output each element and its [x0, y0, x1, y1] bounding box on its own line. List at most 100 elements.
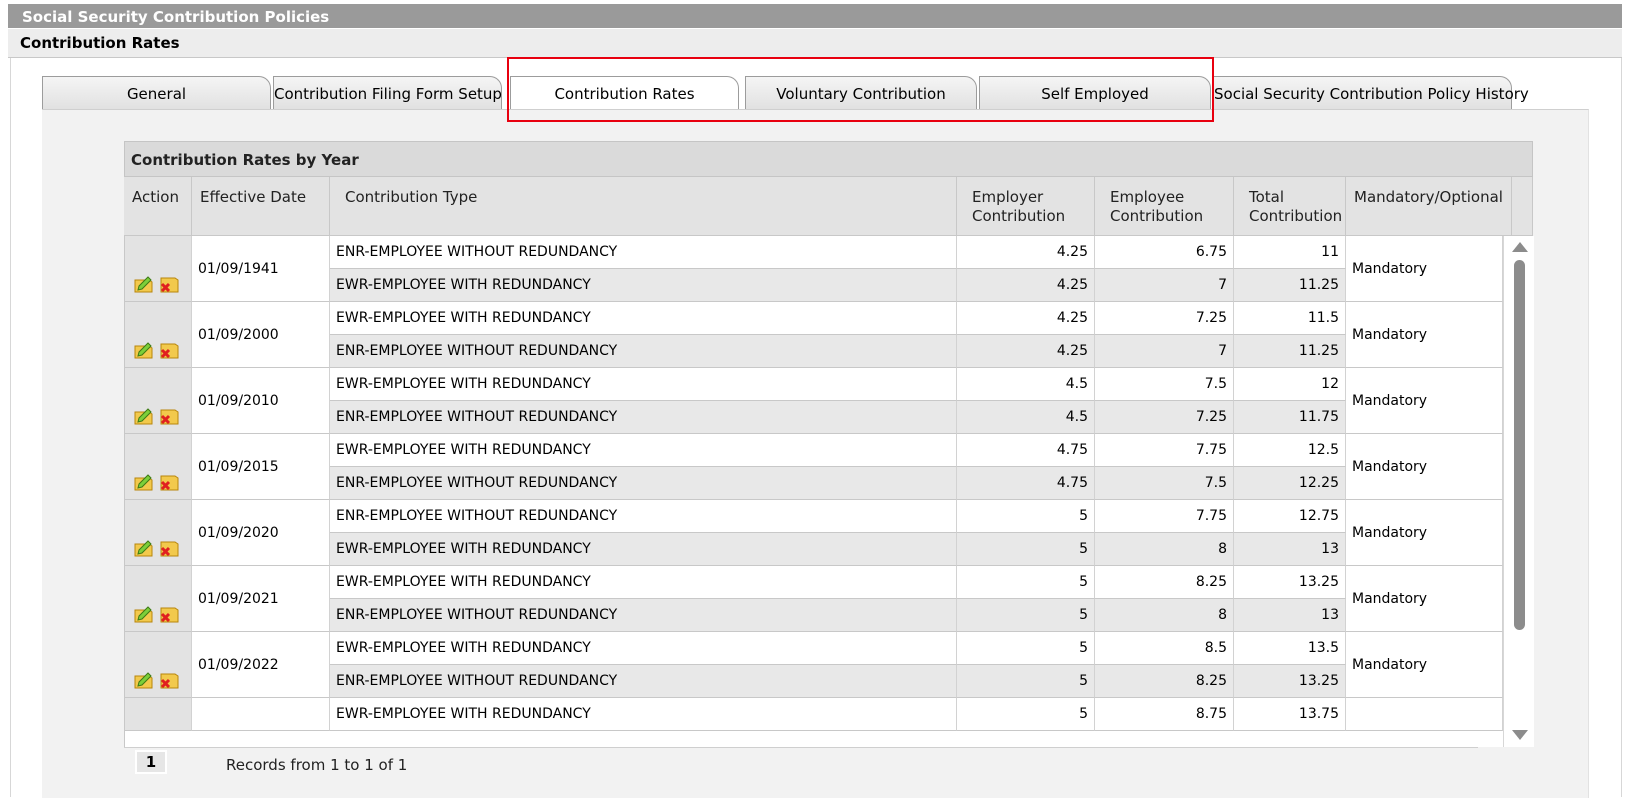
mandatory-cell: Mandatory [1346, 632, 1503, 698]
total-contribution-cell: 13 [1234, 599, 1346, 632]
contribution-type-cell: EWR-EMPLOYEE WITH REDUNDANCY [330, 698, 957, 731]
employee-contribution-cell: 8.5 [1095, 632, 1234, 665]
employee-contribution-cell: 7 [1095, 269, 1234, 302]
employer-contribution-cell: 4.25 [957, 269, 1095, 302]
delete-icon[interactable] [158, 389, 180, 425]
employer-contribution-cell: 5 [957, 665, 1095, 698]
mandatory-cell: Mandatory [1346, 434, 1503, 500]
delete-icon[interactable] [158, 455, 180, 491]
effective-date-cell: 01/09/2000 [192, 302, 330, 368]
employee-contribution-cell: 7.25 [1095, 401, 1234, 434]
employee-contribution-cell: 7.75 [1095, 434, 1234, 467]
employer-contribution-cell: 4.25 [957, 236, 1095, 269]
grid-body: 01/09/1941 Mandatory ENR-EMPLOYEE WITHOUT … [124, 236, 1534, 747]
delete-icon[interactable] [158, 257, 180, 293]
contribution-type-cell: EWR-EMPLOYEE WITH REDUNDANCY [330, 434, 957, 467]
page-button-current[interactable]: 1 [135, 750, 167, 774]
tab-voluntary-contribution[interactable]: Voluntary Contribution [745, 76, 977, 109]
employee-contribution-cell: 8.75 [1095, 698, 1234, 731]
contribution-rates-grid: Contribution Rates by Year Action Effect… [124, 141, 1534, 747]
contribution-type-cell: EWR-EMPLOYEE WITH REDUNDANCY [330, 302, 957, 335]
effective-date-cell: 01/09/2020 [192, 500, 330, 566]
total-contribution-cell: 13.25 [1234, 665, 1346, 698]
employer-contribution-cell: 5 [957, 632, 1095, 665]
effective-date-cell: 01/09/2021 [192, 566, 330, 632]
grid-title: Contribution Rates by Year [124, 141, 1533, 177]
tab-policy-history[interactable]: Social Security Contribution Policy Hist… [1213, 76, 1529, 109]
contribution-type-cell: EWR-EMPLOYEE WITH REDUNDANCY [330, 632, 957, 665]
mandatory-cell: Mandatory [1346, 566, 1503, 632]
edit-icon[interactable] [133, 323, 155, 359]
contribution-type-cell: ENR-EMPLOYEE WITHOUT REDUNDANCY [330, 599, 957, 632]
total-contribution-cell: 11.25 [1234, 335, 1346, 368]
total-contribution-cell: 12.5 [1234, 434, 1346, 467]
delete-icon[interactable] [158, 653, 180, 689]
column-header-mandatory-optional[interactable]: Mandatory/Optional [1346, 177, 1512, 236]
column-header-spacer [1512, 177, 1533, 236]
employer-contribution-cell: 4.5 [957, 401, 1095, 434]
mandatory-cell [1346, 698, 1503, 731]
contribution-type-cell: EWR-EMPLOYEE WITH REDUNDANCY [330, 533, 957, 566]
tab-self-employed[interactable]: Self Employed [979, 76, 1211, 109]
row-actions [125, 632, 192, 698]
scroll-up-icon[interactable] [1512, 242, 1528, 252]
employee-contribution-cell: 8 [1095, 599, 1234, 632]
tab-contribution-filing-form-setup[interactable]: Contribution Filing Form Setup [273, 76, 502, 109]
scroll-down-icon[interactable] [1512, 730, 1528, 740]
edit-icon[interactable] [133, 653, 155, 689]
edit-icon[interactable] [133, 455, 155, 491]
edit-icon[interactable] [133, 389, 155, 425]
contribution-type-cell: ENR-EMPLOYEE WITHOUT REDUNDANCY [330, 665, 957, 698]
total-contribution-cell: 11.5 [1234, 302, 1346, 335]
vertical-scrollbar[interactable] [1503, 236, 1534, 747]
total-contribution-cell: 11.25 [1234, 269, 1346, 302]
contribution-type-cell: EWR-EMPLOYEE WITH REDUNDANCY [330, 566, 957, 599]
delete-icon[interactable] [158, 587, 180, 623]
scrollbar-thumb[interactable] [1514, 260, 1525, 630]
employer-contribution-cell: 5 [957, 566, 1095, 599]
tab-contribution-rates[interactable]: Contribution Rates [510, 76, 739, 109]
mandatory-cell: Mandatory [1346, 302, 1503, 368]
total-contribution-cell: 13.75 [1234, 698, 1346, 731]
column-header-employer-contribution[interactable]: Employer Contribution [957, 177, 1095, 236]
column-header-total-contribution[interactable]: Total Contribution [1234, 177, 1346, 236]
contribution-type-cell: EWR-EMPLOYEE WITH REDUNDANCY [330, 269, 957, 302]
employer-contribution-cell: 4.75 [957, 434, 1095, 467]
employer-contribution-cell: 5 [957, 599, 1095, 632]
total-contribution-cell: 11 [1234, 236, 1346, 269]
column-header-action: Action [124, 177, 192, 236]
contribution-type-cell: ENR-EMPLOYEE WITHOUT REDUNDANCY [330, 335, 957, 368]
employer-contribution-cell: 4.5 [957, 368, 1095, 401]
edit-icon[interactable] [133, 521, 155, 557]
total-contribution-cell: 12.75 [1234, 500, 1346, 533]
delete-icon[interactable] [158, 323, 180, 359]
employee-contribution-cell: 7.75 [1095, 500, 1234, 533]
employee-contribution-cell: 8.25 [1095, 566, 1234, 599]
edit-icon[interactable] [133, 257, 155, 293]
total-contribution-cell: 13 [1234, 533, 1346, 566]
tab-general[interactable]: General [42, 76, 271, 109]
total-contribution-cell: 12.25 [1234, 467, 1346, 500]
mandatory-cell: Mandatory [1346, 236, 1503, 302]
row-actions [125, 698, 192, 731]
column-header-effective-date[interactable]: Effective Date [192, 177, 330, 236]
employee-contribution-cell: 7.25 [1095, 302, 1234, 335]
edit-icon[interactable] [133, 587, 155, 623]
row-actions [125, 434, 192, 500]
contribution-type-cell: ENR-EMPLOYEE WITHOUT REDUNDANCY [330, 467, 957, 500]
row-actions [125, 236, 192, 302]
delete-icon[interactable] [158, 521, 180, 557]
employee-contribution-cell: 6.75 [1095, 236, 1234, 269]
contribution-type-cell: ENR-EMPLOYEE WITHOUT REDUNDANCY [330, 500, 957, 533]
records-summary: Records from 1 to 1 of 1 [226, 756, 408, 774]
employee-contribution-cell: 7 [1095, 335, 1234, 368]
row-actions [125, 302, 192, 368]
effective-date-cell: 01/09/2022 [192, 632, 330, 698]
column-header-employee-contribution[interactable]: Employee Contribution [1095, 177, 1234, 236]
employer-contribution-cell: 4.25 [957, 302, 1095, 335]
column-header-contribution-type[interactable]: Contribution Type [330, 177, 957, 236]
page-subtitle: Contribution Rates [8, 29, 1622, 58]
employer-contribution-cell: 5 [957, 500, 1095, 533]
employer-contribution-cell: 5 [957, 698, 1095, 731]
employee-contribution-cell: 8.25 [1095, 665, 1234, 698]
